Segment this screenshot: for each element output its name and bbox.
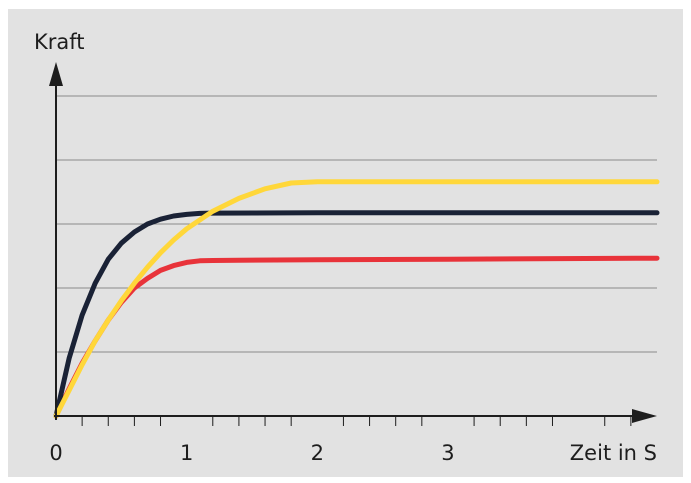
grid-lines — [56, 95, 657, 353]
y-axis-arrow-icon — [49, 62, 63, 86]
x-tick-label-3: 3 — [441, 441, 454, 465]
x-axis-arrow-icon — [632, 409, 657, 423]
axes — [49, 62, 657, 423]
y-axis-title: Kraft — [34, 30, 85, 54]
x-axis-title: Zeit in S — [570, 441, 657, 465]
x-tick-label-0: 0 — [49, 441, 62, 465]
x-tick-labels: 0 1 2 3 — [49, 441, 454, 465]
series-line-1 — [53, 255, 660, 419]
x-minor-ticks — [81, 416, 632, 426]
x-tick-label-2: 2 — [311, 441, 324, 465]
series-lines — [53, 179, 660, 419]
series-line-3 — [53, 179, 660, 419]
series-line-2 — [53, 210, 660, 419]
x-tick-label-1: 1 — [180, 441, 193, 465]
